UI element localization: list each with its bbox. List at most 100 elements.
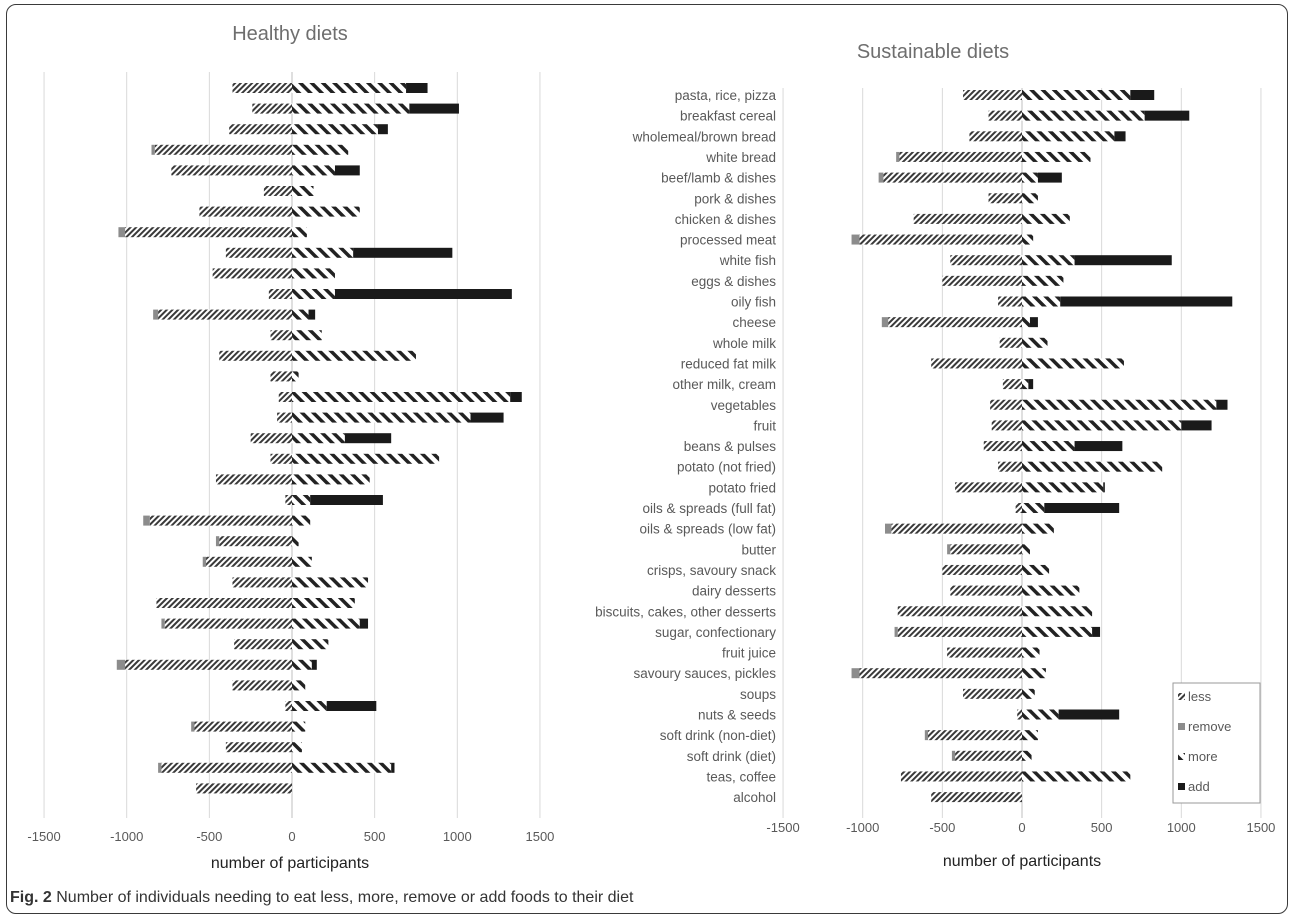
bar-more [1022,503,1045,513]
bar-remove [191,721,195,732]
bar-more [1022,564,1050,575]
category-label: oily fish [731,295,776,310]
bar-more [292,536,299,547]
bar-less [1015,503,1022,513]
chart-title: Healthy diets [232,23,348,45]
bar-more [292,412,471,423]
bar-less [888,317,1022,328]
bar-less [950,544,1022,555]
bar-less [158,309,292,320]
x-tick-label: 1500 [525,829,554,844]
bar-less [991,420,1022,431]
bar-more [1022,337,1048,348]
bar-more [292,247,354,258]
bar-remove [851,668,860,679]
bar-less [263,186,292,196]
legend-label-less: less [1188,689,1212,704]
bar-less [883,172,1022,183]
bar-add [1037,172,1062,183]
category-label: processed meat [680,233,776,248]
category-label: butter [741,542,776,557]
bar-remove [896,151,900,162]
bar-less [278,392,292,402]
bar-less [194,721,292,732]
x-tick-label: 0 [288,829,295,844]
bar-add [470,412,504,423]
category-label: fruit juice [722,646,776,661]
bar-add [344,433,392,444]
category-label: potato (not fried) [677,460,776,475]
bar-more [1022,317,1030,328]
bar-more [292,268,335,279]
bars-group [116,83,522,794]
bar-less [225,247,292,258]
category-label: white fish [719,253,776,268]
bar-add [377,124,388,135]
category-label: other milk, cream [672,377,776,392]
x-tick-label: -1500 [766,820,799,835]
bar-more [1022,213,1070,224]
x-tick-labels: -1500 -1000 -500 0 500 1000 1500 [766,820,1275,835]
bar-more [292,165,335,176]
x-tick-label: 500 [1091,820,1113,835]
legend-swatch-less [1178,693,1185,700]
bar-more [292,618,360,629]
legend-label-remove: remove [1188,719,1231,734]
bar-less [969,131,1022,142]
bar-less [891,523,1022,534]
bar-less [899,151,1022,162]
bar-more [1022,296,1061,307]
bar-less [234,639,292,650]
bar-more [292,433,345,444]
category-label: oils & spreads (full fat) [642,501,776,516]
bar-add [1028,379,1034,390]
bar-less [250,433,292,444]
bar-less [897,626,1022,637]
bar-remove [215,536,220,547]
bar-less [955,750,1022,761]
bar-more [292,598,355,608]
bar-add [409,103,459,114]
bar-less [196,783,292,794]
category-label: crisps, savoury snack [647,563,776,578]
x-tick-label: 1000 [443,829,472,844]
category-label: white bread [705,150,776,165]
bars-group [851,90,1233,803]
bar-less [206,556,292,567]
bar-more [1022,647,1040,658]
bar-remove [161,618,165,629]
bar-more [1022,523,1054,534]
bar-add [1058,709,1120,720]
bar-more [292,453,440,464]
bar-more [1022,255,1075,266]
bar-remove [153,309,159,320]
category-label: pasta, rice, pizza [675,88,777,103]
bar-more [292,577,369,588]
bar-add [1044,503,1120,513]
category-label: alcohol [733,790,776,805]
bar-more [1022,461,1163,472]
bar-remove [202,556,207,567]
bar-less [232,577,292,588]
bar-less [859,234,1022,245]
legend-label-more: more [1188,749,1218,764]
bar-less [988,193,1022,204]
category-label: reduced fat milk [681,356,777,371]
bar-less [942,564,1022,575]
category-label: whole milk [712,336,776,351]
figure-caption-text: Number of individuals needing to eat les… [56,889,634,906]
bar-more [292,515,311,526]
bar-less [149,515,292,526]
bar-remove [894,626,898,637]
healthy-diets-chart: Healthy diets -1500 -1000 -500 0 500 1000 1500… [27,23,554,872]
bar-more [292,762,392,773]
bar-remove [118,227,126,238]
gridlines [43,72,541,818]
bar-less [229,124,292,135]
bar-add [353,247,453,258]
bar-add [1181,420,1212,431]
bar-less [998,461,1022,472]
bar-less [963,90,1022,100]
bar-more [292,721,306,732]
